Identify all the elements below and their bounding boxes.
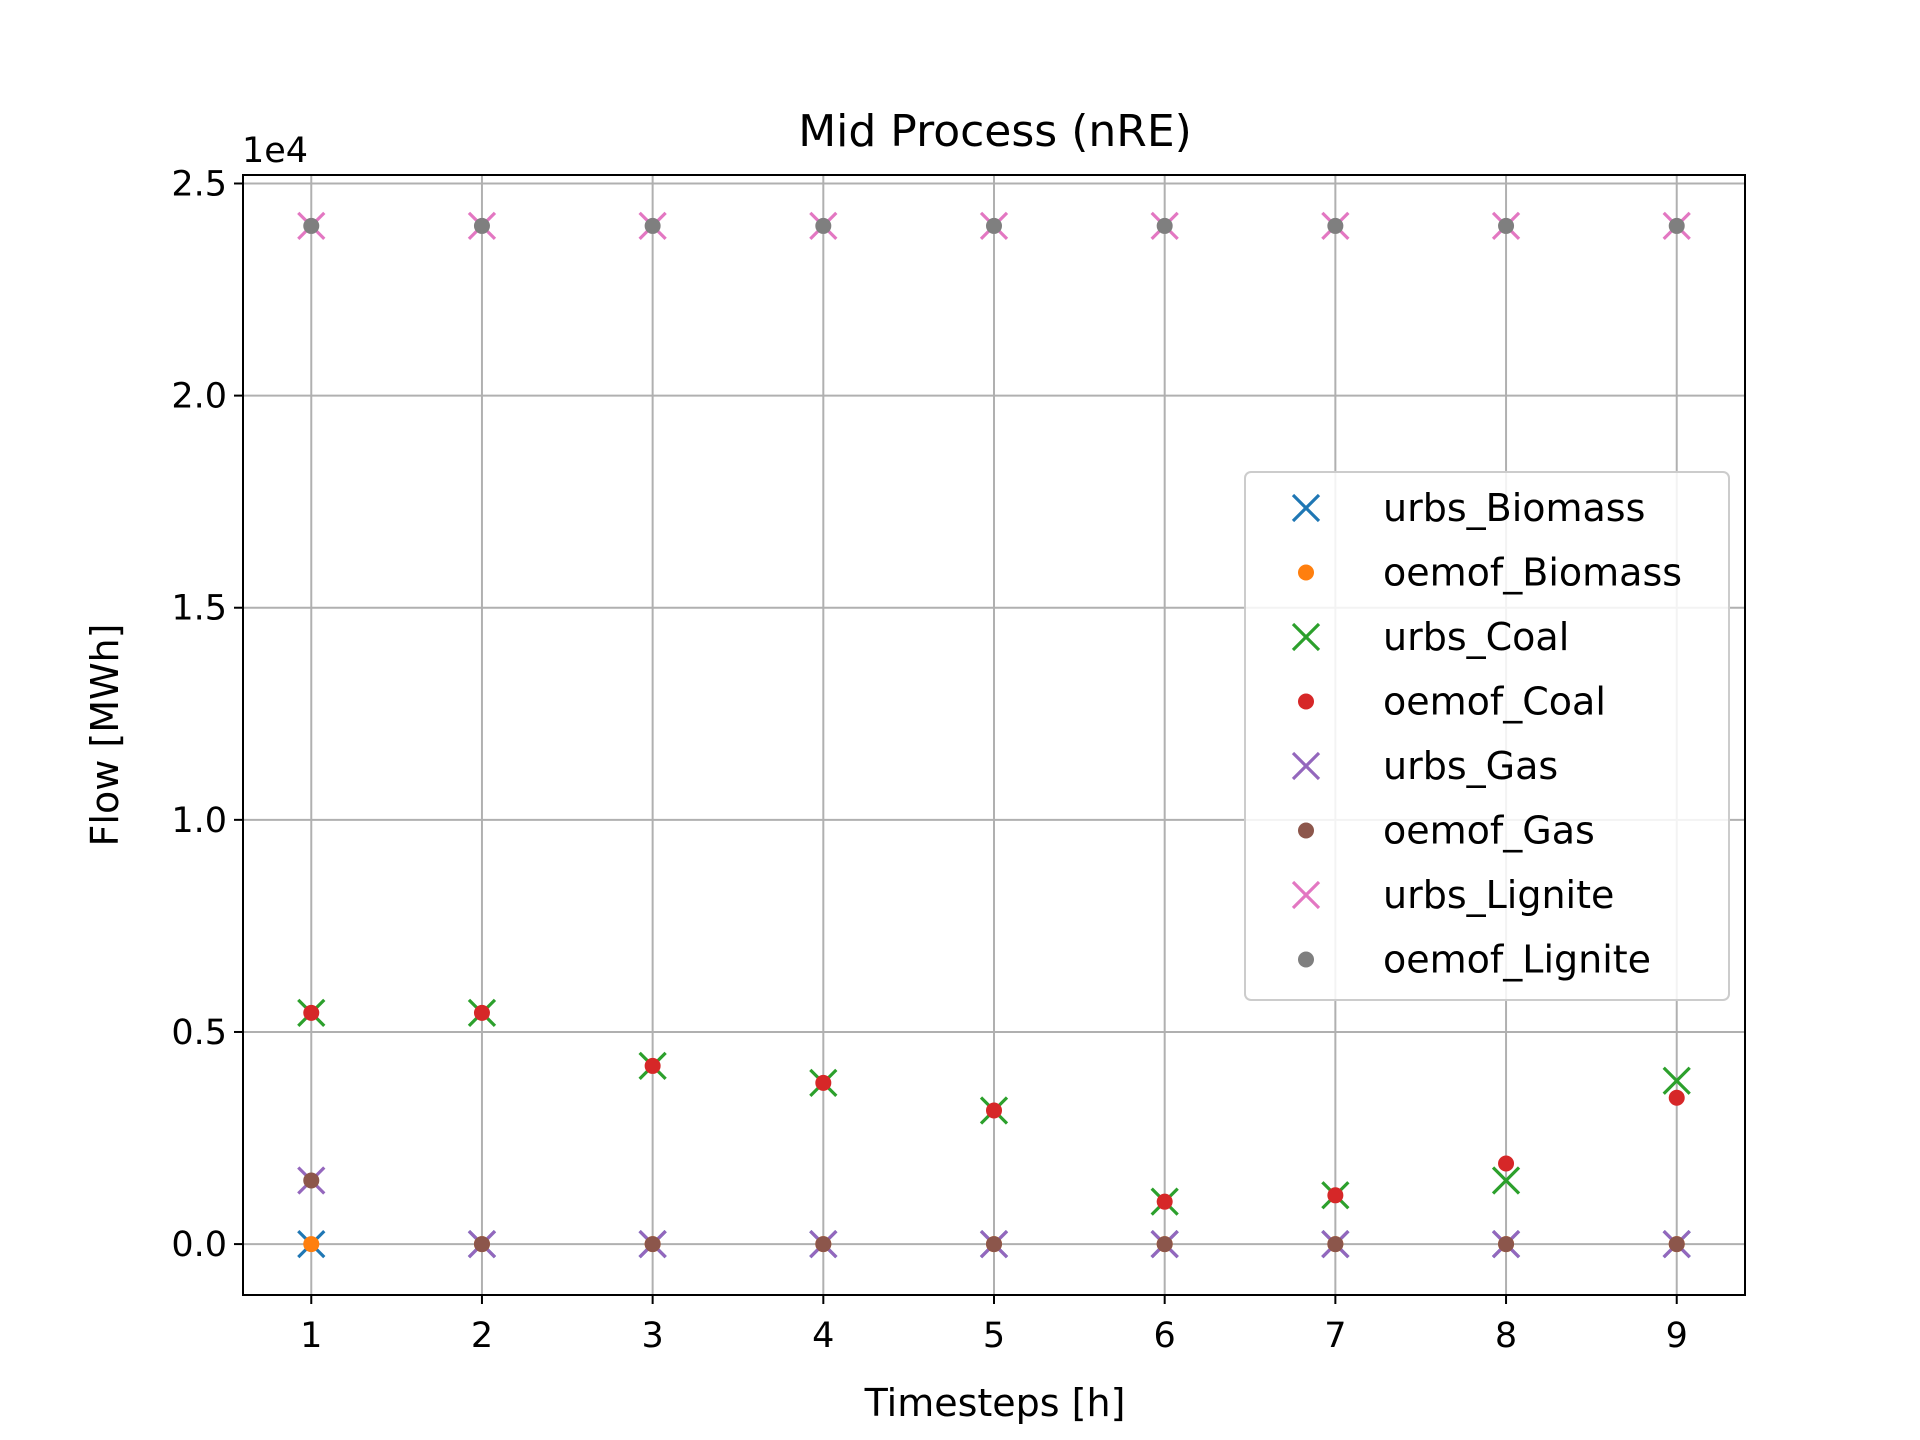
data-point [473,217,490,234]
data-point [1491,1166,1521,1195]
x-ticks: 1 2 3 4 5 6 7 8 9 [300,1295,1688,1356]
legend-marker-stroke [1291,751,1321,781]
legend-item: urbs_Coal [1291,615,1569,659]
x-tick-label: 4 [812,1316,834,1356]
x-tick-label: 3 [641,1316,663,1356]
data-point [1498,1236,1515,1253]
y-offset-label: 1e4 [242,131,308,171]
data-point [303,1236,320,1253]
legend-label: oemof_Lignite [1383,938,1651,982]
x-tick-label: 7 [1324,1316,1346,1356]
legend-label: oemof_Gas [1383,809,1595,853]
y-axis-label: Flow [MWh] [83,624,127,847]
x-tick-label: 1 [300,1316,322,1356]
data-point [1156,217,1173,234]
legend-marker [1298,564,1314,581]
legend-item: urbs_Gas [1291,744,1558,788]
y-tick-label: 2.0 [171,377,227,417]
legend-marker [1291,622,1321,652]
legend-marker [1298,693,1314,710]
data-markers [297,211,1691,1259]
legend-label: urbs_Lignite [1383,873,1614,917]
x-tick-label: 5 [983,1316,1005,1356]
x-tick-label: 9 [1666,1316,1688,1356]
data-point [986,1236,1002,1253]
legend-label: urbs_Coal [1383,615,1569,659]
data-point [644,1236,661,1253]
legend: urbs_Biomass oemof_Biomass urbs_Coal oemof_… [1244,471,1730,1001]
data-point [1327,217,1344,234]
legend-label: oemof_Biomass [1383,551,1682,595]
legend-item: oemof_Biomass [1298,551,1682,595]
legend-marker [1298,951,1314,968]
chart-title: Mid Process (nRE) [798,106,1192,157]
data-point [303,217,320,234]
legend-marker-stroke [1291,493,1321,523]
data-point [473,1004,490,1021]
data-point [1668,1236,1685,1253]
data-point [815,1074,832,1091]
series-oemof-lignite [303,217,1685,234]
data-point [1156,1236,1173,1253]
legend-label: oemof_Coal [1383,680,1606,724]
y-ticks: 0.0 0.5 1.0 1.5 2.0 2.5 [171,164,243,1265]
legend-item: oemof_Lignite [1298,938,1651,982]
data-point [644,1057,661,1074]
data-point [1668,1089,1685,1106]
data-point [986,217,1002,234]
x-tick-label: 6 [1154,1316,1176,1356]
legend-items: urbs_Biomass oemof_Biomass urbs_Coal oemof_… [1291,486,1682,982]
data-point-stroke [1662,1066,1691,1095]
data-point [303,1172,320,1189]
y-tick-label: 2.5 [171,164,227,204]
legend-marker-stroke [1291,622,1321,652]
data-point [1498,1155,1515,1172]
data-point-stroke [1491,1166,1521,1195]
data-point [1498,217,1515,234]
plot-frame [242,174,1746,1296]
legend-item: urbs_Biomass [1291,486,1645,530]
x-tick-label: 2 [471,1316,493,1356]
data-point [1662,1066,1691,1095]
data-point [473,1236,490,1253]
y-tick-label: 0.0 [171,1225,227,1265]
data-point [1668,217,1685,234]
x-tick-label: 8 [1495,1316,1517,1356]
y-tick-label: 0.5 [171,1013,227,1053]
legend-marker-stroke [1291,880,1321,910]
data-point [303,1004,320,1021]
data-point [986,1102,1002,1119]
series-oemof-coal [303,1004,1685,1210]
legend-marker [1298,822,1314,839]
legend-item: oemof_Coal [1298,680,1606,724]
legend-frame [1244,471,1730,1001]
data-point [815,217,832,234]
legend-marker [1291,751,1321,781]
legend-label: urbs_Biomass [1383,486,1645,530]
y-tick-label: 1.0 [171,801,227,841]
legend-marker [1291,493,1321,523]
data-point [1327,1236,1344,1253]
data-point [1156,1193,1173,1210]
legend-item: oemof_Gas [1298,809,1595,853]
data-point [815,1236,832,1253]
data-point [1327,1187,1344,1204]
legend-item: urbs_Lignite [1291,873,1614,917]
y-tick-label: 1.5 [171,589,227,629]
legend-marker [1291,880,1321,910]
legend-label: urbs_Gas [1383,744,1558,788]
data-point [644,217,661,234]
series-oemof-gas [303,1172,1685,1253]
x-axis-label: Timesteps [h] [864,1381,1126,1425]
